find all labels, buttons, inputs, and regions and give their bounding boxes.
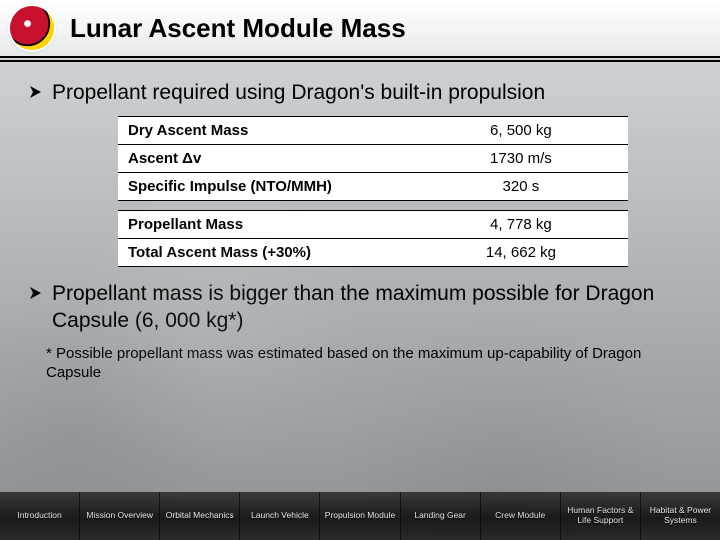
bottom-nav: Introduction Mission Overview Orbital Me… [0,492,720,540]
bullet-2: Propellant mass is bigger than the maxim… [28,281,692,334]
nav-mission[interactable]: Mission Overview [80,492,160,540]
nav-launch[interactable]: Launch Vehicle [240,492,320,540]
cell-value: 6, 500 kg [414,117,628,145]
footnote: * Possible propellant mass was estimated… [46,344,674,383]
table-row: Specific Impulse (NTO/MMH) 320 s [118,173,628,201]
arrow-icon [28,285,46,301]
header-bar: Lunar Ascent Module Mass [0,0,720,58]
cell-value: 1730 m/s [414,145,628,173]
table-row: Total Ascent Mass (+30%) 14, 662 kg [118,239,628,267]
table-row: Propellant Mass 4, 778 kg [118,211,628,239]
table-gap [118,201,628,211]
table-row: Ascent Δv 1730 m/s [118,145,628,173]
cell-label: Ascent Δv [118,145,414,173]
nav-habitat[interactable]: Habitat & Power Systems [641,492,720,540]
ascent-table: Dry Ascent Mass 6, 500 kg Ascent Δv 1730… [118,116,628,267]
bullet-1: Propellant required using Dragon's built… [28,80,692,106]
cell-label: Propellant Mass [118,211,414,239]
arrow-icon [28,84,46,100]
nav-introduction[interactable]: Introduction [0,492,80,540]
table-row: Dry Ascent Mass 6, 500 kg [118,117,628,145]
nav-human-factors[interactable]: Human Factors & Life Support [561,492,641,540]
nav-landing[interactable]: Landing Gear [401,492,481,540]
slide-body: Propellant required using Dragon's built… [0,62,720,383]
nav-propulsion[interactable]: Propulsion Module [320,492,400,540]
cell-label: Dry Ascent Mass [118,117,414,145]
umd-logo [10,6,54,50]
page-title: Lunar Ascent Module Mass [70,13,406,44]
cell-label: Specific Impulse (NTO/MMH) [118,173,414,201]
cell-value: 4, 778 kg [414,211,628,239]
bullet-2-text: Propellant mass is bigger than the maxim… [52,281,692,334]
bullet-1-text: Propellant required using Dragon's built… [52,80,545,106]
cell-label: Total Ascent Mass (+30%) [118,239,414,267]
slide: Lunar Ascent Module Mass Propellant requ… [0,0,720,540]
nav-crew[interactable]: Crew Module [481,492,561,540]
nav-orbital[interactable]: Orbital Mechanics [160,492,240,540]
table: Dry Ascent Mass 6, 500 kg Ascent Δv 1730… [118,116,628,267]
cell-value: 14, 662 kg [414,239,628,267]
cell-value: 320 s [414,173,628,201]
